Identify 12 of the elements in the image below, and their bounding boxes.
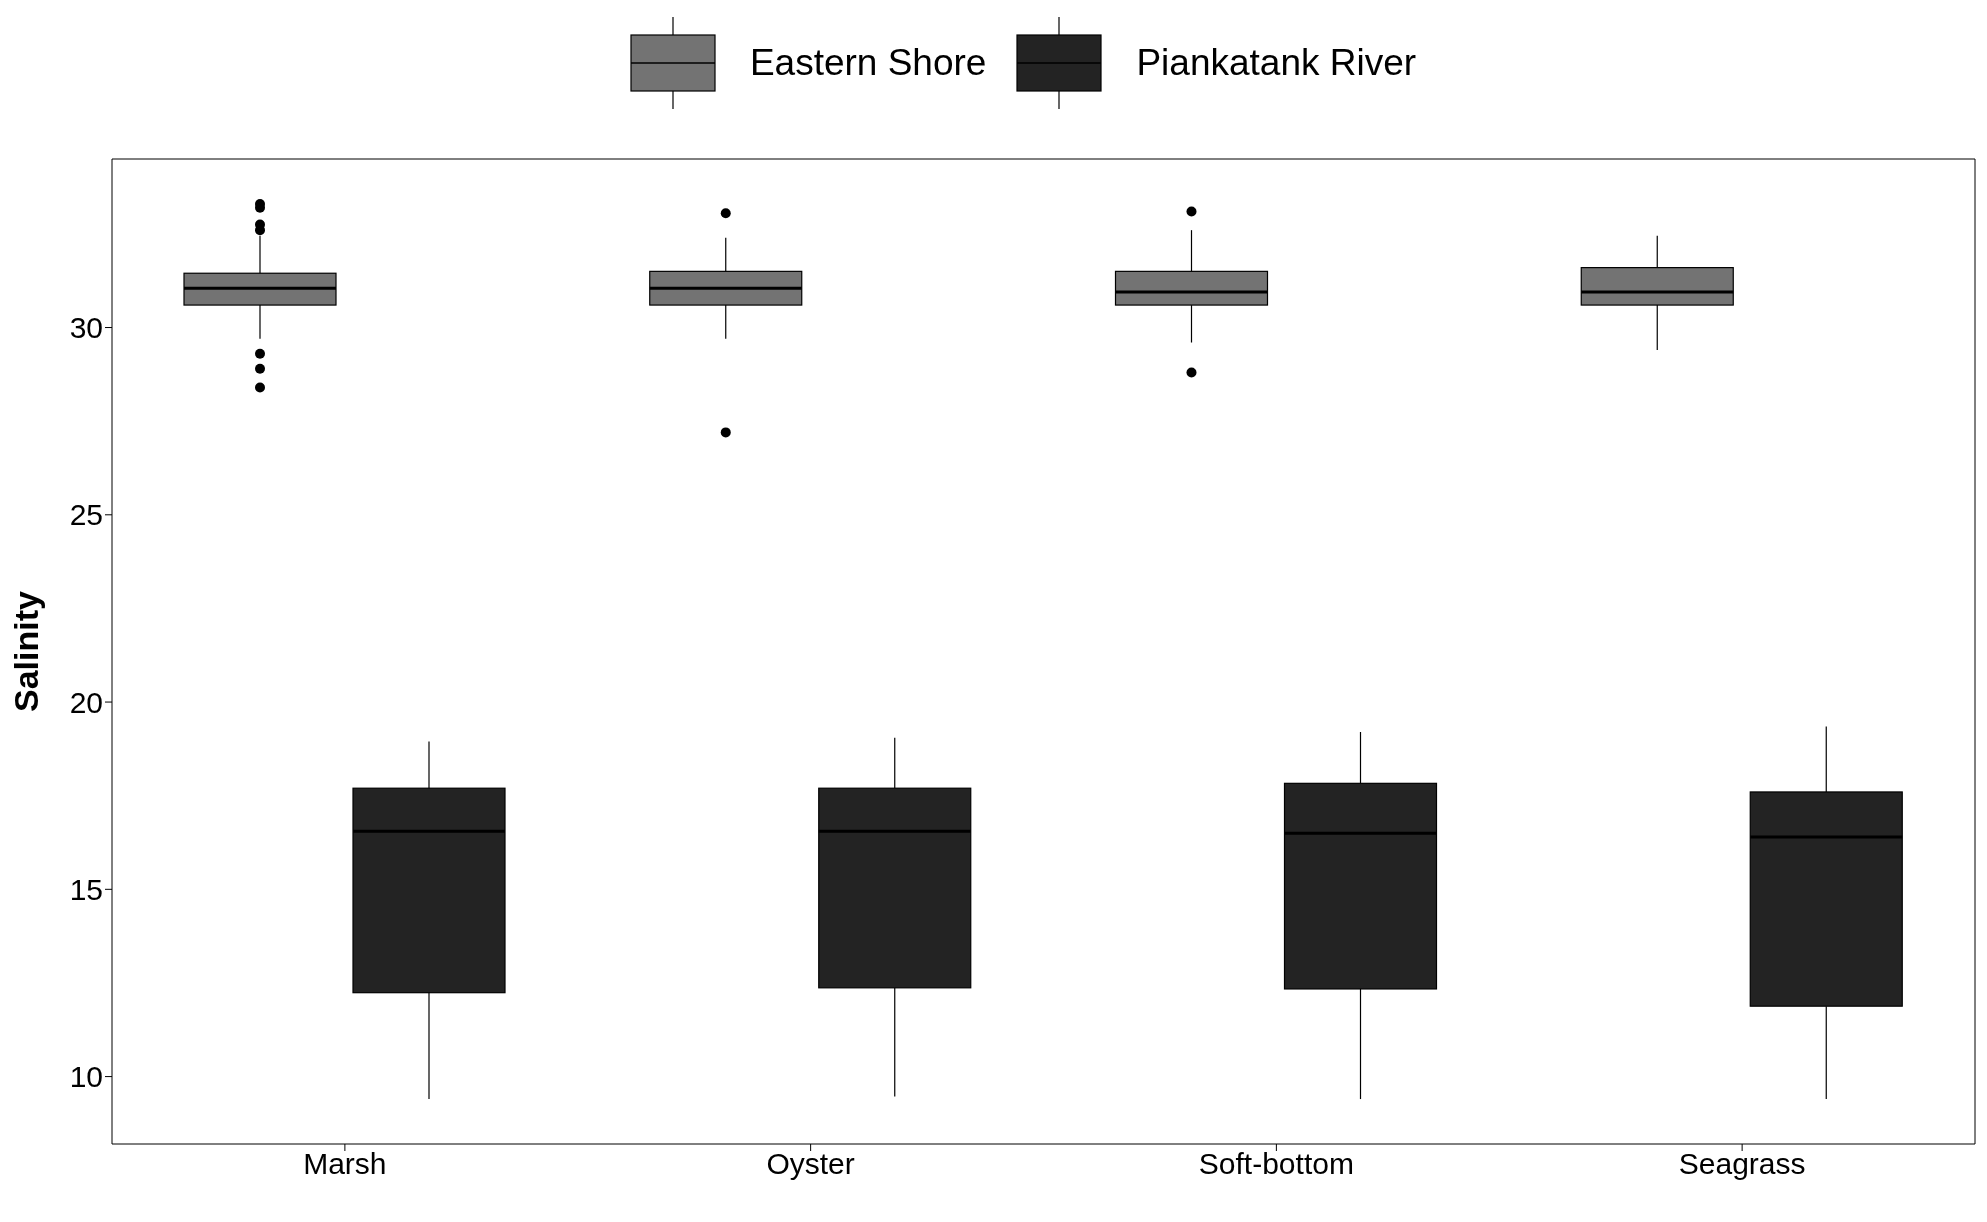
y-tick-label: 20 [69, 685, 103, 719]
legend-label: Piankatank River [1136, 42, 1417, 84]
y-tick-label: 25 [69, 498, 103, 532]
x-tick-label: Oyster [766, 1147, 855, 1181]
x-tick-label: Marsh [303, 1147, 387, 1181]
y-axis-title: Salinity [7, 590, 46, 712]
y-tick-label: 30 [69, 311, 103, 345]
legend-label: Eastern Shore [749, 42, 987, 84]
y-tick-label: 10 [69, 1060, 103, 1094]
x-tick-label: Seagrass [1678, 1147, 1806, 1181]
x-tick-label: Soft-bottom [1198, 1147, 1354, 1181]
y-tick-label: 15 [69, 872, 103, 906]
